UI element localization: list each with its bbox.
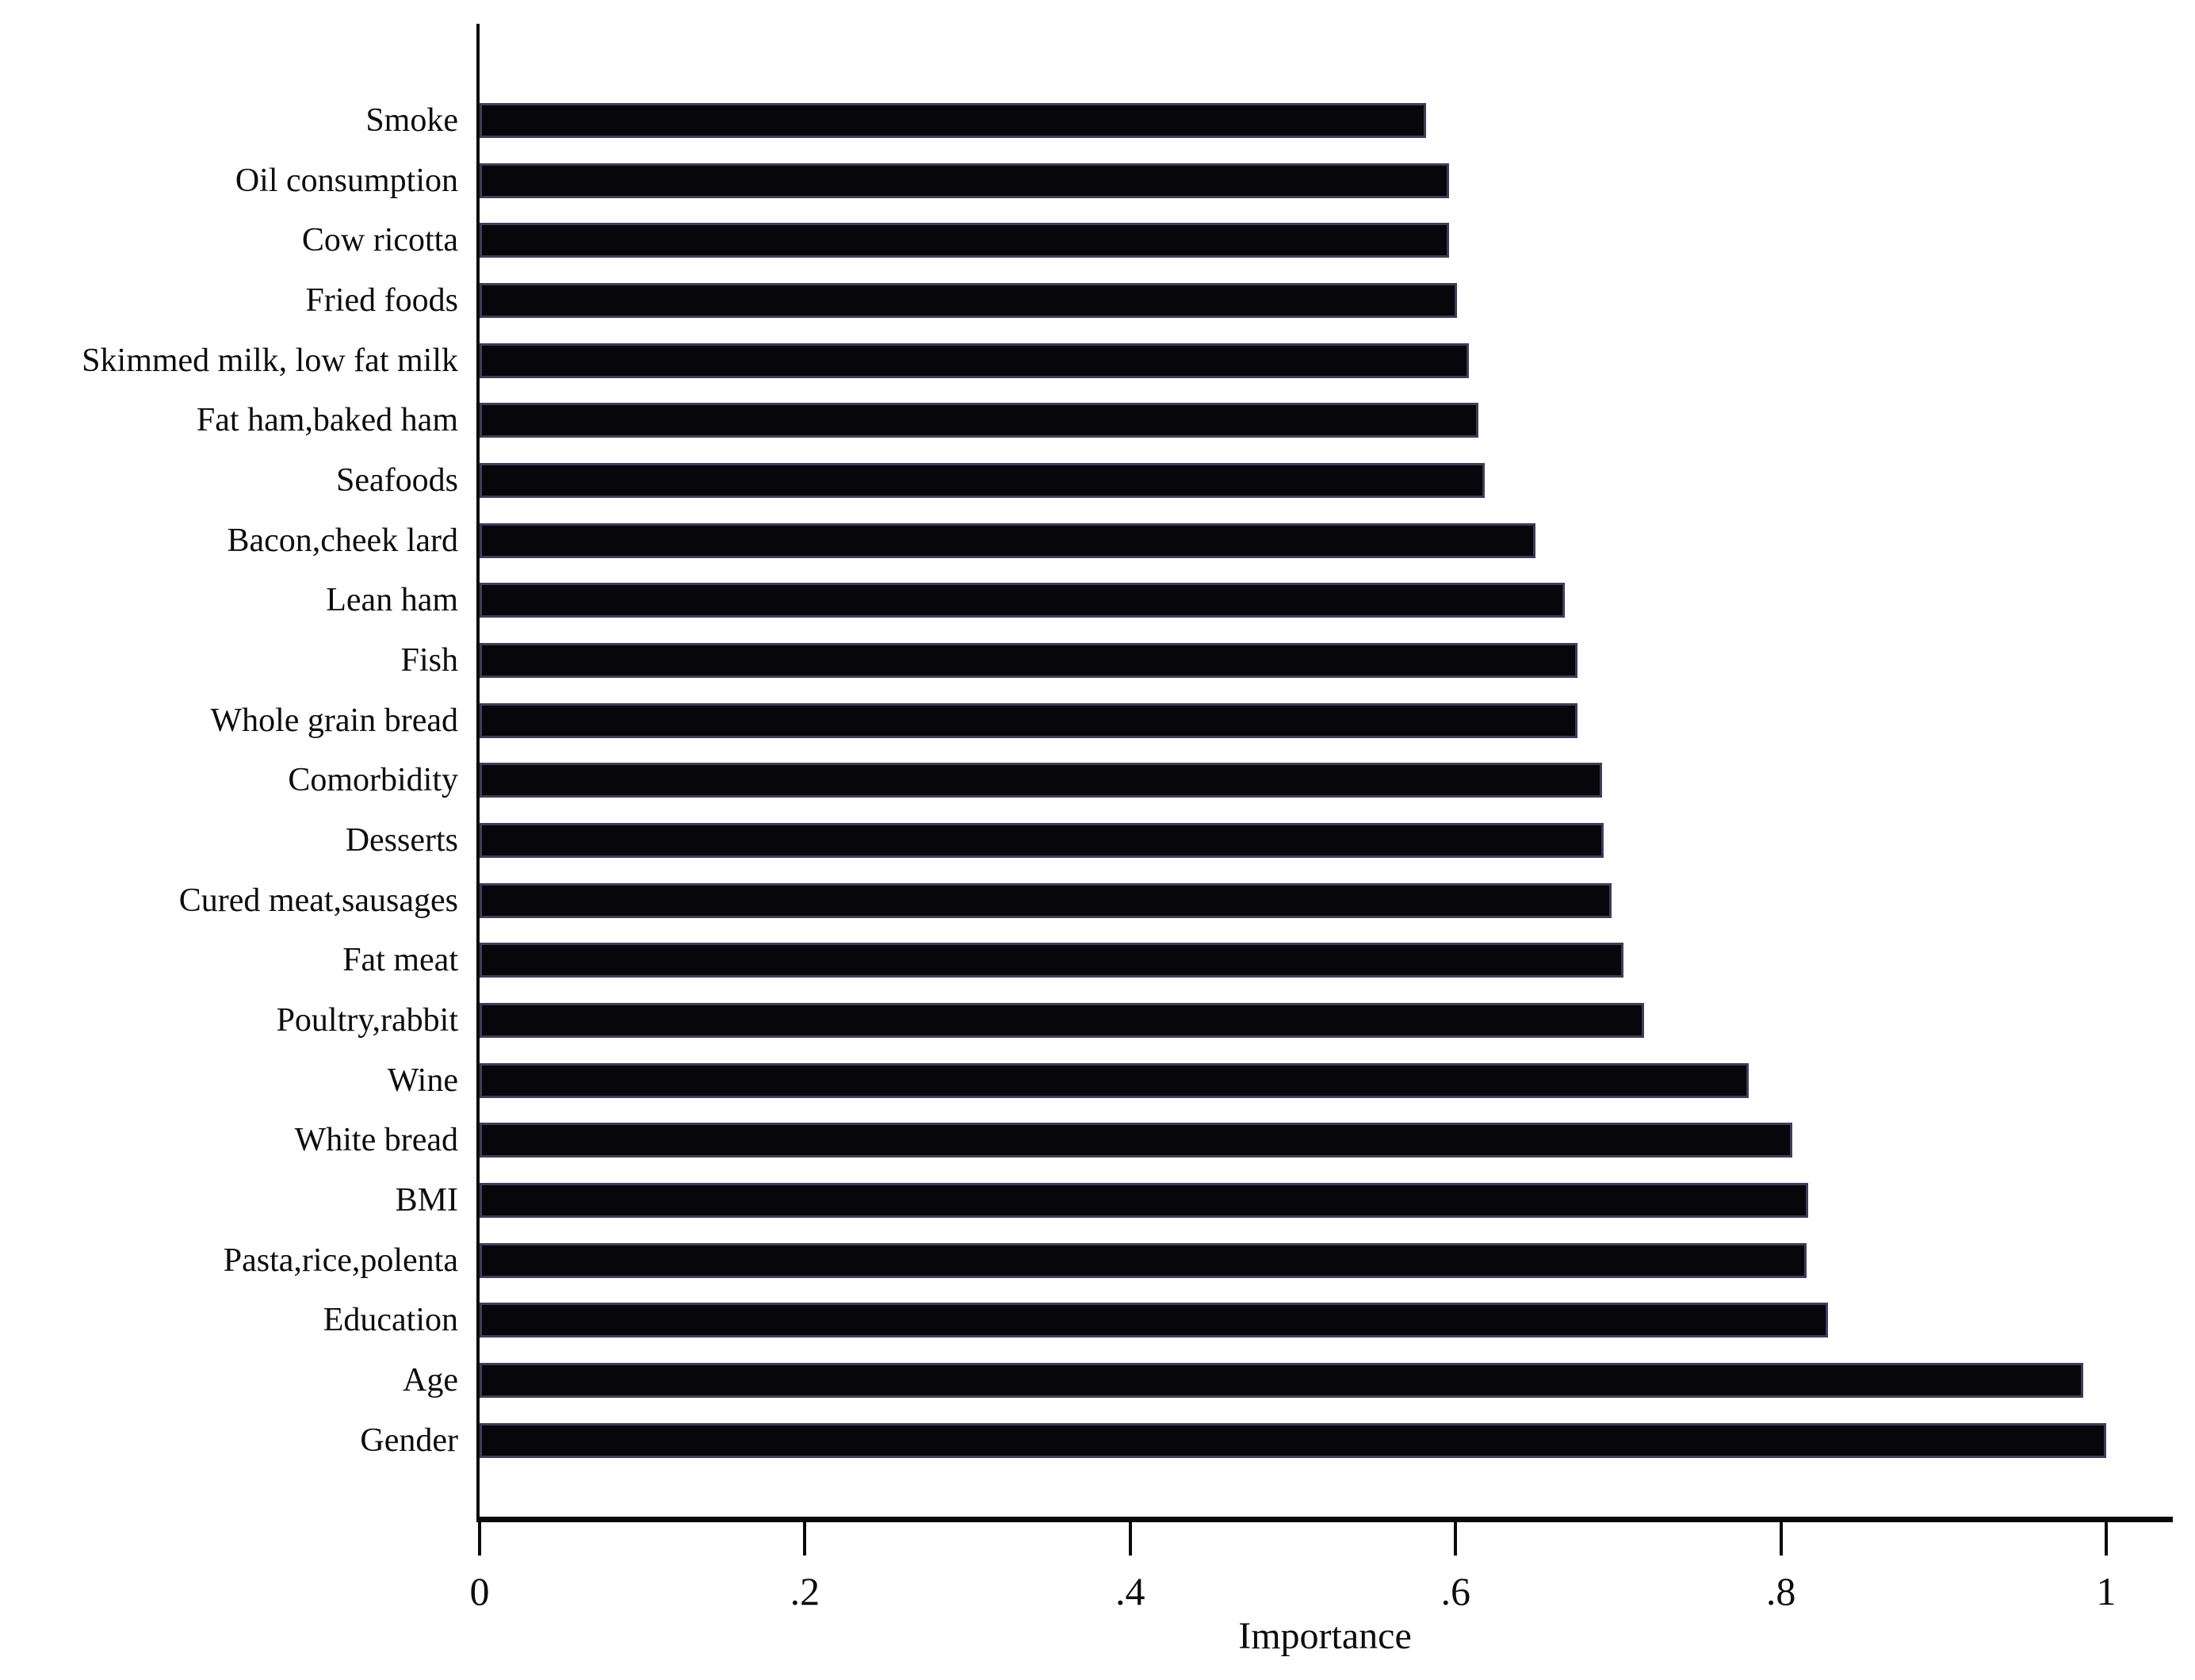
category-label: Education bbox=[323, 1302, 458, 1339]
category-label: White bread bbox=[294, 1122, 458, 1159]
x-tick-mark bbox=[2105, 1522, 2108, 1556]
category-label: Cured meat,sausages bbox=[178, 882, 458, 919]
bar bbox=[480, 943, 1623, 978]
category-label: Gender bbox=[360, 1422, 458, 1459]
bar bbox=[480, 1182, 1808, 1218]
category-label: Seafoods bbox=[336, 461, 458, 499]
x-tick-mark bbox=[1128, 1522, 1132, 1556]
bar bbox=[480, 1362, 2083, 1398]
category-label: Pasta,rice,polenta bbox=[223, 1242, 458, 1279]
bar bbox=[480, 163, 1449, 198]
category-label: Skimmed milk, low fat milk bbox=[82, 342, 458, 379]
x-tick-mark bbox=[478, 1522, 481, 1556]
bar bbox=[480, 822, 1604, 858]
category-label: Lean ham bbox=[326, 582, 458, 619]
x-tick-label: .6 bbox=[1440, 1569, 1470, 1613]
bar bbox=[480, 1123, 1792, 1158]
bar bbox=[480, 282, 1457, 318]
bar bbox=[480, 1002, 1644, 1038]
x-tick-label: .2 bbox=[790, 1569, 820, 1613]
x-axis-title: Importance bbox=[1238, 1615, 1412, 1657]
x-tick-label: .8 bbox=[1765, 1569, 1796, 1613]
x-tick-mark bbox=[803, 1522, 807, 1556]
bar bbox=[480, 1303, 1828, 1338]
category-label: Age bbox=[403, 1361, 458, 1399]
bar bbox=[480, 1242, 1807, 1278]
bar bbox=[480, 462, 1485, 498]
bar bbox=[480, 223, 1449, 258]
x-tick-label: 1 bbox=[2096, 1569, 2117, 1613]
category-label: BMI bbox=[395, 1181, 458, 1219]
bar bbox=[480, 343, 1469, 378]
y-axis-line bbox=[476, 24, 480, 1521]
bar bbox=[480, 403, 1478, 438]
bar bbox=[480, 763, 1602, 798]
x-axis-line bbox=[476, 1517, 2173, 1522]
category-label: Oil consumption bbox=[235, 162, 458, 199]
x-tick-mark bbox=[1779, 1522, 1783, 1556]
bar bbox=[480, 1062, 1749, 1098]
category-label: Desserts bbox=[345, 821, 458, 859]
bar bbox=[480, 583, 1565, 618]
bar bbox=[480, 642, 1577, 678]
x-tick-label: 0 bbox=[469, 1569, 490, 1613]
bar bbox=[480, 702, 1577, 738]
category-label: Poultry,rabbit bbox=[276, 1001, 458, 1039]
category-label: Fat meat bbox=[342, 942, 458, 979]
bar bbox=[480, 1422, 2106, 1458]
category-label: Comorbidity bbox=[288, 762, 458, 799]
x-tick-label: .4 bbox=[1115, 1569, 1145, 1613]
x-tick-mark bbox=[1454, 1522, 1458, 1556]
bar bbox=[480, 103, 1426, 138]
bar bbox=[480, 882, 1612, 918]
category-label: Wine bbox=[387, 1062, 458, 1099]
category-label: Fat ham,baked ham bbox=[196, 402, 458, 439]
bar bbox=[480, 522, 1535, 558]
category-label: Smoke bbox=[365, 102, 458, 139]
category-label: Fish bbox=[400, 641, 458, 679]
category-label: Cow ricotta bbox=[301, 222, 458, 259]
category-label: Bacon,cheek lard bbox=[227, 522, 458, 559]
category-label: Whole grain bread bbox=[210, 702, 458, 739]
category-label: Fried foods bbox=[305, 281, 459, 319]
